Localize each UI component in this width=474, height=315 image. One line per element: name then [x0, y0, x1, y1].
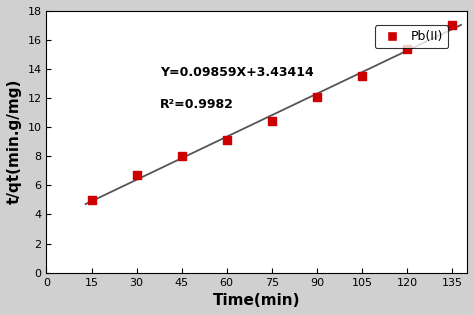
- Point: [88, 198, 95, 203]
- Point: [313, 94, 320, 99]
- Point: [358, 74, 366, 79]
- Y-axis label: t/qt(min.g/mg): t/qt(min.g/mg): [7, 79, 22, 204]
- Point: [403, 46, 411, 51]
- Point: [448, 23, 456, 28]
- X-axis label: Time(min): Time(min): [213, 293, 301, 308]
- Legend: Pb(II): Pb(II): [374, 25, 448, 48]
- Point: [268, 119, 275, 124]
- Point: [178, 154, 185, 159]
- Text: R²=0.9982: R²=0.9982: [160, 98, 234, 111]
- Text: Y=0.09859X+3.43414: Y=0.09859X+3.43414: [160, 66, 314, 79]
- Point: [133, 173, 140, 178]
- Point: [223, 138, 230, 143]
